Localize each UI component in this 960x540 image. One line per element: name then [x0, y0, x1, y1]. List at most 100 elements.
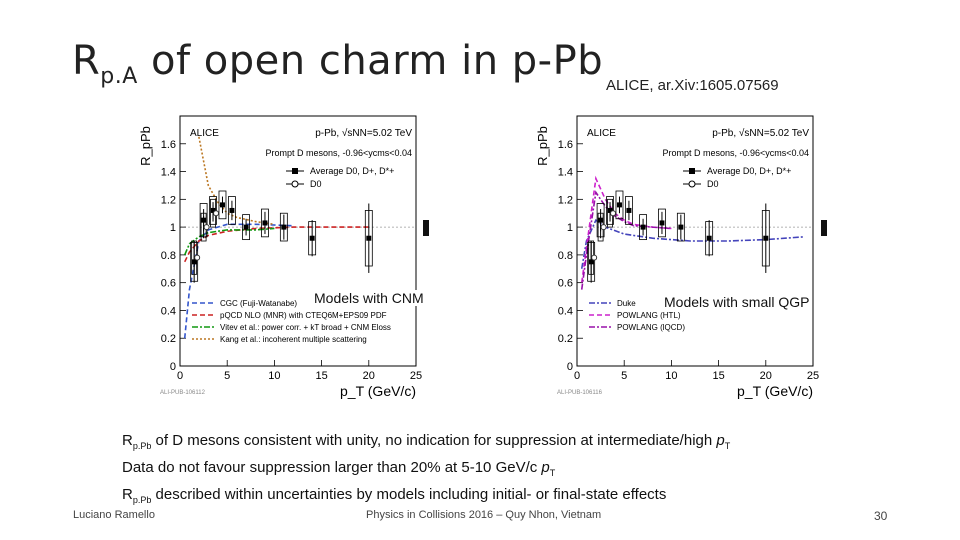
- y-tick-label: 0.2: [161, 333, 176, 345]
- model-curve: [183, 227, 275, 256]
- model-curve: [580, 218, 804, 269]
- footer-author: Luciano Ramello: [73, 509, 155, 521]
- model-curve: [184, 226, 369, 263]
- summary-text: Rp.Pb of D mesons consistent with unity,…: [122, 430, 730, 511]
- data-point-average: [678, 224, 684, 230]
- data-point-average: [366, 235, 372, 241]
- model-legend-label: CGC (Fuji-Watanabe): [220, 299, 297, 308]
- data-point-d0: [600, 224, 607, 231]
- x-tick-label: 15: [712, 370, 724, 382]
- data-point-average: [309, 235, 315, 241]
- title-rest: of open charm in p-Pb: [137, 38, 604, 84]
- data-point-average: [219, 202, 225, 208]
- y-tick-label: 1.2: [558, 194, 573, 206]
- summary-line-3: Rp.Pb described within uncertainties by …: [122, 484, 730, 511]
- data-point-average: [616, 202, 622, 208]
- y-tick-label: 0.6: [558, 278, 573, 290]
- y-tick-label: 1.6: [558, 139, 573, 151]
- experiment-label: ALICE: [190, 128, 219, 139]
- y-axis-label: R_pPb: [138, 126, 153, 166]
- data-point-average: [262, 220, 268, 226]
- syst-box: [625, 196, 633, 225]
- chart-panel-qgp: 0 0.2 0.4 0.6 0.8 1 1.2 1.4 1.6 0 5 10 15 20 25 p_T (Ge…: [533, 108, 825, 408]
- plot-frame: [576, 115, 814, 367]
- line1-text: of D mesons consistent with unity, no in…: [151, 432, 717, 449]
- caption-cnm: Models with CNM: [314, 290, 424, 306]
- x-tick-label: 5: [224, 370, 230, 382]
- syst-box: [242, 214, 250, 241]
- line2-pt-sub: T: [549, 468, 556, 478]
- y-tick-label: 1.6: [161, 139, 176, 151]
- model-legend-label: POWLANG (lQCD): [617, 323, 685, 332]
- x-tick-label: 10: [268, 370, 280, 382]
- y-tick-label: 0.8: [161, 250, 176, 262]
- data-point-d0: [194, 254, 201, 261]
- legend-entry: Average D0, D+, D*+: [310, 166, 394, 176]
- plot-frame: [179, 115, 417, 367]
- system-label: p-Pb, √sNN=5.02 TeV: [315, 127, 412, 139]
- data-point-average: [626, 207, 632, 213]
- line1-pt: p: [716, 432, 725, 449]
- y-axis-label: R_pPb: [535, 126, 550, 166]
- selection-label: Prompt D mesons, -0.96<ycms<0.04: [662, 148, 809, 158]
- watermark: ALI-PUB-106116: [557, 390, 603, 396]
- legend-marker: [291, 180, 299, 188]
- legend-marker: [688, 180, 696, 188]
- y-tick-label: 1.2: [161, 194, 176, 206]
- data-point-average: [281, 224, 287, 230]
- x-tick-label: 20: [363, 370, 375, 382]
- line3-r: R: [122, 486, 133, 503]
- chart-panel-cnm: 0 0.2 0.4 0.6 0.8 1 1.2 1.4 1.6 0 5 10 15 20 25 p_T (Ge…: [136, 108, 428, 408]
- y-tick-label: 0.4: [161, 305, 176, 317]
- x-tick-label: 25: [410, 370, 422, 382]
- model-legend-label: Duke: [617, 299, 636, 308]
- x-tick-label: 0: [177, 370, 183, 382]
- data-point-average: [229, 207, 235, 213]
- y-tick-label: 0.8: [558, 250, 573, 262]
- title-main: R: [72, 38, 101, 84]
- data-point-average: [243, 224, 249, 230]
- x-axis-label: p_T (GeV/c): [737, 383, 813, 399]
- syst-box: [218, 190, 227, 220]
- legend-entry: Average D0, D+, D*+: [707, 166, 791, 176]
- model-curve: [580, 190, 672, 290]
- legend-entry: D0: [310, 179, 322, 189]
- data-point-average: [640, 224, 646, 230]
- data-point-average: [763, 235, 769, 241]
- line2-pt: p: [541, 459, 550, 476]
- x-tick-label: 20: [760, 370, 772, 382]
- syst-box: [279, 212, 288, 242]
- legend-marker: [689, 168, 695, 174]
- model-legend-label: POWLANG (HTL): [617, 311, 681, 320]
- system-label: p-Pb, √sNN=5.02 TeV: [712, 127, 809, 139]
- model-legend-label: Vitev et al.: power corr. + kT broad + C…: [220, 323, 391, 332]
- legend-entry: D0: [707, 179, 719, 189]
- summary-line-2: Data do not favour suppression larger th…: [122, 457, 730, 484]
- syst-box: [615, 190, 624, 220]
- y-tick-label: 0.4: [558, 305, 573, 317]
- y-tick-label: 1: [170, 222, 176, 234]
- chart-cnm: 0 0.2 0.4 0.6 0.8 1 1.2 1.4 1.6 0 5 10 15 20 25p_T (Ge…: [138, 115, 422, 399]
- data-point-average: [659, 220, 665, 226]
- selection-label: Prompt D mesons, -0.96<ycms<0.04: [265, 148, 412, 158]
- y-tick-label: 0: [567, 361, 573, 373]
- model-legend-label: Kang et al.: incoherent multiple scatter…: [220, 335, 367, 344]
- x-tick-label: 25: [807, 370, 819, 382]
- line1-sub: p.Pb: [132, 441, 152, 451]
- model-curve: [183, 223, 294, 339]
- footer-conference: Physics in Collisions 2016 – Quy Nhon, V…: [366, 509, 602, 521]
- syst-box: [228, 196, 236, 225]
- y-tick-label: 1.4: [558, 167, 573, 179]
- x-tick-label: 10: [665, 370, 677, 382]
- data-point-d0: [203, 224, 210, 231]
- citation: ALICE, ar.Xiv:1605.07569: [606, 77, 779, 94]
- y-tick-label: 0.2: [558, 333, 573, 345]
- footer-page-number: 30: [874, 509, 888, 523]
- line3-text: described within uncertainties by models…: [151, 486, 667, 503]
- data-point-average: [706, 235, 712, 241]
- panel-marker-right: [821, 220, 827, 236]
- caption-qgp: Models with small QGP: [664, 294, 810, 310]
- syst-box: [676, 212, 685, 242]
- x-tick-label: 15: [315, 370, 327, 382]
- experiment-label: ALICE: [587, 128, 616, 139]
